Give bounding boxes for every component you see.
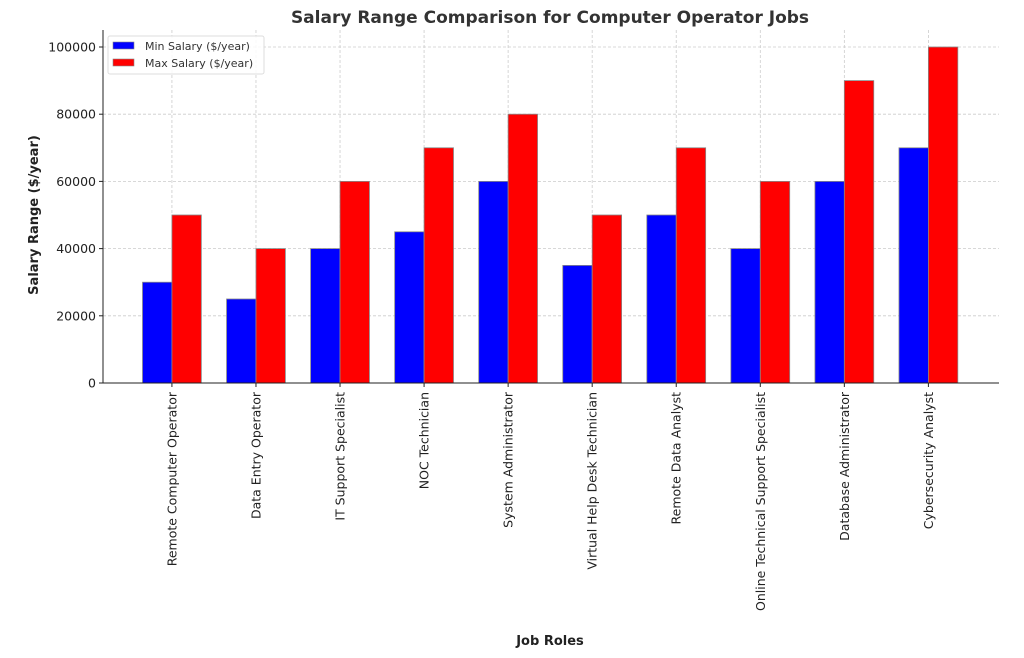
- y-tick-label: 20000: [56, 308, 96, 323]
- axes: 0 20000 40000 60000 80000 100000 Remote Comput…: [48, 30, 999, 611]
- x-tick-label: Virtual Help Desk Technician: [585, 392, 600, 570]
- legend-box: [107, 35, 265, 75]
- y-axis-label: Salary Range ($/year): [27, 135, 42, 295]
- bar-max-salary: [255, 248, 286, 384]
- x-tick-label: Data Entry Operator: [248, 391, 263, 519]
- bar-max-salary: [759, 180, 791, 384]
- bar-min-salary: [562, 264, 593, 384]
- y-tick-label: 40000: [56, 241, 96, 256]
- x-tick-label: NOC Technician: [417, 392, 432, 489]
- chart-title: Salary Range Comparison for Computer Ope…: [291, 8, 809, 28]
- x-tick-label: Remote Data Analyst: [669, 392, 684, 525]
- bar-max-salary: [171, 214, 202, 384]
- bar-min-salary: [730, 248, 761, 384]
- y-tick-label: 100000: [48, 40, 96, 55]
- bar-min-salary: [478, 180, 509, 384]
- x-tick-label: IT Support Specialist: [333, 392, 348, 521]
- y-tick-label: 0: [88, 376, 96, 391]
- bar-min-salary: [646, 214, 677, 384]
- bars: [142, 46, 959, 384]
- bar-max-salary: [675, 147, 707, 384]
- bar-max-salary: [423, 147, 454, 384]
- bar-min-salary: [142, 281, 173, 384]
- legend-label: Max Salary ($/year): [145, 57, 253, 70]
- x-axis-label: Job Roles: [515, 634, 584, 649]
- y-tick-label: 60000: [56, 174, 96, 189]
- x-tick-label: System Administrator: [501, 391, 516, 528]
- legend-swatch: [112, 41, 135, 50]
- bar-min-salary: [814, 180, 845, 384]
- bar-min-salary: [898, 147, 929, 384]
- bar-max-salary: [843, 80, 875, 384]
- bar-max-salary: [507, 113, 538, 384]
- y-tick-label: 80000: [56, 107, 96, 122]
- bar-max-salary: [591, 214, 623, 384]
- legend: Min Salary ($/year) Max Salary ($/year): [107, 35, 265, 75]
- bar-min-salary: [226, 298, 257, 384]
- bar-min-salary: [310, 248, 341, 384]
- bar-min-salary: [394, 231, 425, 384]
- bar-max-salary: [339, 180, 370, 384]
- x-tick-label: Cybersecurity Analyst: [921, 392, 936, 529]
- legend-swatch: [112, 58, 135, 67]
- x-tick-label: Remote Computer Operator: [164, 391, 179, 566]
- x-tick-label: Database Administrator: [837, 391, 852, 541]
- bar-max-salary: [927, 46, 959, 384]
- legend-label: Min Salary ($/year): [145, 40, 250, 53]
- x-tick-label: Online Technical Support Specialist: [753, 392, 768, 611]
